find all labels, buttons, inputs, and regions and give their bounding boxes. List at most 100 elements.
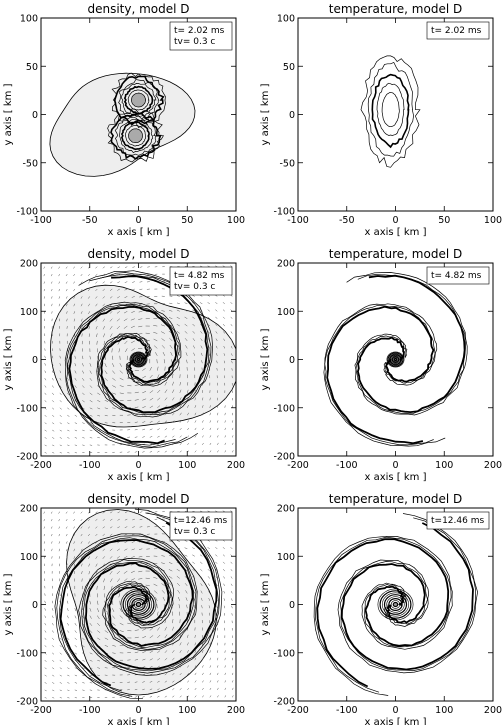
velocity-arrow <box>58 556 61 559</box>
contour-line <box>360 55 421 168</box>
velocity-arrow <box>207 265 210 267</box>
velocity-arrow <box>89 377 93 381</box>
velocity-arrow <box>80 266 83 269</box>
velocity-arrow <box>74 422 78 425</box>
core-contour <box>129 351 148 368</box>
velocity-arrow <box>59 637 62 641</box>
spiral-contour <box>78 270 213 418</box>
velocity-arrow <box>178 604 181 609</box>
velocity-arrow <box>88 326 91 330</box>
velocity-arrow <box>142 451 145 453</box>
velocity-arrow <box>74 600 76 604</box>
panel-title: density, model D <box>87 247 189 261</box>
velocity-arrow <box>127 377 132 380</box>
velocity-arrow <box>82 667 85 669</box>
velocity-arrow <box>95 526 98 529</box>
velocity-arrow <box>124 533 128 536</box>
velocity-arrow <box>230 302 233 304</box>
velocity-arrow <box>149 436 153 438</box>
velocity-arrow <box>187 687 190 691</box>
velocity-arrow <box>138 556 143 558</box>
velocity-arrow <box>177 351 181 356</box>
velocity-arrow <box>194 405 197 408</box>
velocity-arrow <box>224 613 226 616</box>
velocity-arrow <box>153 317 158 319</box>
velocity-arrow <box>153 562 158 564</box>
velocity-arrow <box>117 518 120 521</box>
velocity-arrow <box>194 442 197 446</box>
spiral-contour <box>100 275 209 414</box>
velocity-arrow <box>51 593 53 596</box>
velocity-arrow <box>232 687 234 691</box>
velocity-arrow <box>199 554 203 557</box>
velocity-arrow <box>74 452 77 454</box>
x-tick-label: -100 <box>79 460 101 471</box>
velocity-arrow <box>172 420 175 423</box>
velocity-arrow <box>95 303 98 307</box>
velocity-arrow <box>157 650 161 653</box>
velocity-arrow <box>82 422 85 424</box>
velocity-arrow <box>224 672 226 676</box>
core-contour <box>134 356 143 364</box>
velocity-arrow <box>111 348 113 353</box>
velocity-arrow <box>176 576 180 579</box>
velocity-arrow <box>184 554 188 557</box>
velocity-arrow <box>202 665 204 668</box>
velocity-arrow <box>171 359 173 364</box>
velocity-arrow <box>232 450 234 453</box>
spiral-contour <box>56 535 197 697</box>
velocity-arrow <box>124 340 128 345</box>
velocity-arrow <box>82 385 85 388</box>
velocity-arrow <box>116 548 120 551</box>
velocity-arrow <box>187 420 190 423</box>
velocity-arrow <box>187 634 189 638</box>
velocity-arrow <box>44 415 47 417</box>
velocity-arrow <box>74 637 77 641</box>
legend-box <box>426 266 490 285</box>
velocity-arrow <box>202 435 204 438</box>
velocity-arrow <box>51 615 54 619</box>
plot-area <box>323 272 468 447</box>
velocity-arrow <box>139 296 143 298</box>
y-tick-label: -100 <box>16 207 38 218</box>
velocity-arrow <box>161 590 165 594</box>
velocity-arrow <box>73 266 75 269</box>
velocity-arrow <box>209 650 211 653</box>
velocity-arrow <box>232 420 234 423</box>
velocity-arrow <box>194 634 196 638</box>
velocity-arrow <box>162 351 166 356</box>
velocity-arrow <box>168 562 173 564</box>
velocity-arrow <box>207 294 210 297</box>
velocity-arrow <box>172 626 174 631</box>
velocity-arrow <box>157 695 160 698</box>
velocity-arrow <box>102 526 105 529</box>
velocity-arrow <box>119 622 124 626</box>
velocity-arrow <box>89 429 93 432</box>
plot-area <box>313 513 478 696</box>
velocity-arrow <box>172 412 175 416</box>
velocity-arrow <box>172 381 174 386</box>
velocity-arrow <box>82 659 85 662</box>
legend-entry: t=12.46 ms <box>431 516 484 526</box>
velocity-arrow <box>169 540 173 542</box>
velocity-arrow <box>172 688 175 691</box>
velocity-arrow <box>200 576 203 579</box>
velocity-arrow <box>112 377 116 381</box>
velocity-arrow <box>44 437 47 439</box>
velocity-arrow <box>59 429 62 432</box>
velocity-arrow <box>65 296 68 299</box>
velocity-arrow <box>132 281 135 283</box>
velocity-arrow <box>119 400 124 402</box>
velocity-arrow <box>95 556 98 559</box>
velocity-arrow <box>222 309 225 312</box>
velocity-arrow <box>142 428 146 431</box>
velocity-arrow <box>161 338 165 342</box>
x-tick-label: -200 <box>30 705 52 716</box>
velocity-arrow <box>142 628 147 631</box>
velocity-arrow <box>164 428 168 431</box>
velocity-arrow <box>217 412 219 416</box>
velocity-arrow <box>59 400 62 403</box>
velocity-arrow <box>81 333 83 337</box>
velocity-arrow <box>215 576 218 579</box>
velocity-arrow <box>88 563 91 567</box>
